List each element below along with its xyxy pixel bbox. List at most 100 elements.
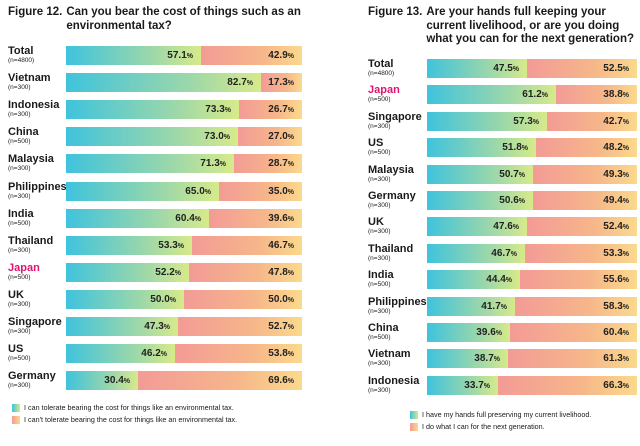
data-label: 61.2% [522, 89, 548, 101]
data-label: 73.3% [205, 104, 231, 116]
data-label: 46.7% [268, 239, 294, 251]
table-row: Germany (n=300) 30.4% 69.6% [8, 370, 302, 394]
data-label: 48.2% [603, 142, 629, 154]
legend-item: I have my hands full preserving my curre… [410, 410, 591, 422]
bar-segment-series-b: 49.3% [533, 164, 637, 184]
category-label: India [8, 207, 34, 220]
legend-label: I do what I can for the next generation. [422, 422, 545, 431]
sample-size-label: (n=500) [8, 273, 31, 281]
sample-size-label: (n=300) [368, 386, 391, 394]
table-row: Vietnam (n=300) 38.7% 61.3% [368, 348, 637, 372]
category-label: Total [368, 58, 394, 70]
bar-segment-series-a: 57.3% [427, 111, 547, 131]
bar-segment-series-a: 47.5% [427, 59, 527, 78]
category-label: Vietnam [8, 72, 51, 85]
data-label: 42.9% [268, 50, 294, 61]
bar-segment-series-a: 47.3% [66, 317, 178, 336]
sample-size-label: (n=500) [368, 334, 391, 341]
data-label: 66.3% [603, 379, 629, 391]
sample-size-label: (n=500) [368, 149, 391, 157]
table-row: India (n=500) 44.4% 55.6% [368, 269, 637, 293]
bar-segment-series-a: 60.4% [66, 208, 209, 228]
data-label: 46.2% [141, 348, 167, 360]
data-label: 30.4% [104, 375, 130, 387]
table-row: Total (n=4800) 57.1% 42.9% [8, 45, 302, 69]
sample-size-label: (n=500) [8, 219, 31, 227]
table-row: Thailand (n=300) 46.7% 53.3% [368, 243, 637, 267]
sample-size-label: (n=4800) [8, 57, 35, 64]
data-label: 41.7% [481, 300, 507, 312]
stacked-bar: 51.8% 48.2% [427, 138, 637, 158]
data-label: 53.3% [603, 247, 629, 259]
figure-13: Figure 13. Are your hands full keeping yo… [368, 0, 637, 446]
table-row: Germany (n=300) 50.6% 49.4% [368, 190, 637, 214]
table-row: Singapore (n=300) 47.3% 52.7% [8, 316, 302, 340]
category-label: Indonesia [8, 99, 60, 112]
category-label: UK [8, 288, 24, 301]
sample-size-label: (n=300) [368, 202, 391, 209]
sample-size-label: (n=500) [8, 355, 31, 363]
data-label: 60.4% [603, 327, 629, 338]
stacked-bar: 47.6% 52.4% [427, 217, 637, 237]
sample-size-label: (n=500) [8, 138, 31, 146]
category-label: China [368, 322, 399, 334]
table-row: Japan (n=500) 61.2% 38.8% [368, 84, 637, 108]
bar-segment-series-b: 52.7% [178, 317, 302, 336]
data-label: 47.8% [268, 266, 294, 278]
data-label: 38.8% [603, 89, 629, 101]
data-label: 17.3% [268, 77, 294, 89]
bar-segment-series-a: 73.0% [66, 127, 238, 147]
data-label: 57.1% [167, 50, 193, 61]
category-label: Singapore [8, 316, 62, 328]
data-label: 52.2% [155, 266, 181, 278]
stacked-bar: 33.7% 66.3% [427, 375, 637, 395]
data-label: 55.6% [603, 274, 629, 286]
stacked-bar: 71.3% 28.7% [66, 154, 302, 174]
table-row: Singapore (n=300) 57.3% 42.7% [368, 111, 637, 135]
stacked-bar: 50.6% 49.4% [427, 191, 637, 210]
stacked-bar: 41.7% 58.3% [427, 296, 637, 316]
table-row: US (n=500) 46.2% 53.8% [8, 343, 302, 367]
bar-segment-series-b: 55.6% [520, 270, 637, 290]
data-label: 71.3% [200, 158, 226, 170]
data-label: 49.4% [603, 195, 629, 206]
sample-size-label: (n=4800) [368, 70, 395, 77]
stacked-bar: 44.4% 55.6% [427, 270, 637, 290]
data-label: 50.7% [499, 168, 525, 180]
data-label: 38.7% [474, 353, 500, 365]
data-label: 73.0% [204, 131, 230, 143]
data-label: 60.4% [175, 212, 201, 224]
bar-segment-series-a: 50.7% [427, 164, 533, 184]
sample-size-label: (n=300) [368, 307, 391, 315]
sample-size-label: (n=500) [368, 281, 391, 289]
table-row: Philippines (n=300) 65.0% 35.0% [8, 181, 302, 205]
data-label: 27.0% [268, 131, 294, 143]
bar-segment-series-b: 27.0% [238, 127, 302, 147]
data-label: 57.3% [513, 115, 539, 127]
sample-size-label: (n=300) [8, 246, 31, 254]
figure-label: Figure 12. [8, 6, 63, 18]
bar-segment-series-b: 53.3% [525, 243, 637, 263]
data-label: 47.5% [493, 63, 519, 74]
category-label: Malaysia [368, 163, 414, 176]
category-label: Japan [368, 84, 400, 97]
bar-segment-series-a: 33.7% [427, 375, 498, 395]
bar-segment-series-b: 39.6% [209, 208, 302, 228]
stacked-bar: 57.1% 42.9% [66, 46, 302, 65]
sample-size-label: (n=300) [368, 122, 391, 130]
data-label: 26.7% [268, 104, 294, 116]
table-row: India (n=500) 60.4% 39.6% [8, 208, 302, 232]
sample-size-label: (n=300) [8, 84, 31, 92]
legend-swatch [410, 423, 418, 431]
data-label: 61.3% [603, 353, 629, 365]
bar-segment-series-a: 51.8% [427, 138, 536, 158]
category-label: Thailand [368, 242, 414, 255]
stacked-bar: 46.2% 53.8% [66, 344, 302, 364]
category-label: Germany [8, 370, 56, 383]
stacked-bar: 73.0% 27.0% [66, 127, 302, 147]
data-label: 82.7% [227, 77, 253, 89]
bar-segment-series-b: 35.0% [219, 181, 302, 201]
table-row: Indonesia (n=300) 33.7% 66.3% [368, 375, 637, 399]
figure-title-text: Can you bear the cost of things such as … [66, 6, 301, 32]
data-label: 52.5% [603, 63, 629, 74]
